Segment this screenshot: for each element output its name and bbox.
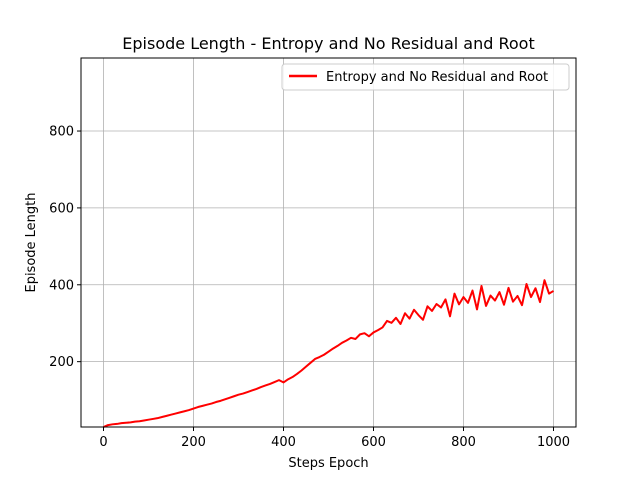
plot-area-frame xyxy=(80,57,577,428)
x-tick-label: 600 xyxy=(361,435,386,450)
y-axis-label: Episode Length xyxy=(24,192,39,292)
legend-box xyxy=(281,63,570,91)
y-tick-label: 400 xyxy=(49,278,74,293)
x-tick-label: 1000 xyxy=(537,435,570,450)
x-tick-label: 200 xyxy=(181,435,206,450)
x-tick-label: 400 xyxy=(271,435,296,450)
legend-label: Entropy and No Residual and Root xyxy=(326,70,548,85)
axis-ticks: 0 200 400 600 800 1000 200 400 600 800 xyxy=(49,125,570,450)
y-tick-label: 600 xyxy=(49,201,74,216)
grid xyxy=(81,58,576,427)
x-tick-label: 0 xyxy=(99,435,107,450)
x-axis-label: Steps Epoch xyxy=(288,456,368,471)
series-layer xyxy=(103,279,555,428)
x-tick-label: 800 xyxy=(451,435,476,450)
legend: Entropy and No Residual and Root xyxy=(281,63,570,91)
y-tick-label: 800 xyxy=(49,125,74,140)
y-tick-label: 200 xyxy=(49,355,74,370)
chart-title: Episode Length - Entropy and No Residual… xyxy=(122,34,534,53)
series-line-entropy-no-residual-root xyxy=(103,279,555,428)
